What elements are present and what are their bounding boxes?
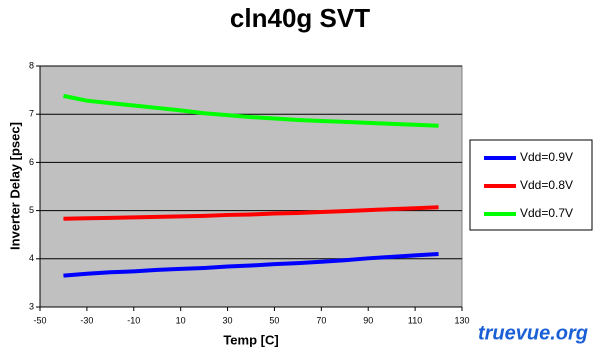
y-axis-label: Inverter Delay [psec] xyxy=(7,122,22,250)
chart-title: cln40g SVT xyxy=(230,3,370,33)
x-axis-label: Temp [C] xyxy=(223,332,278,347)
y-tick-label: 5 xyxy=(29,205,34,215)
y-tick-label: 6 xyxy=(29,157,34,167)
y-tick-label: 8 xyxy=(29,60,34,70)
x-tick-label: 70 xyxy=(316,315,326,325)
x-tick-label: -50 xyxy=(33,315,46,325)
line-series xyxy=(63,93,439,128)
legend-label: Vdd=0.7V xyxy=(520,206,573,220)
x-tick-label: 50 xyxy=(269,315,279,325)
y-tick-label: 7 xyxy=(29,109,34,119)
line-series xyxy=(63,205,439,221)
y-tick-label: 3 xyxy=(29,301,34,311)
x-tick-label: 130 xyxy=(454,315,469,325)
x-tick-label: 110 xyxy=(408,315,422,325)
x-tick-label: 10 xyxy=(176,315,186,325)
watermark: truevue.org xyxy=(478,322,588,344)
x-tick-label: 90 xyxy=(363,315,373,325)
x-tick-label: -10 xyxy=(127,315,140,325)
x-tick-label: -30 xyxy=(80,315,93,325)
line-series xyxy=(63,251,439,278)
x-tick-label: 30 xyxy=(223,315,233,325)
y-tick-label: 4 xyxy=(29,253,34,263)
legend-label: Vdd=0.8V xyxy=(520,178,573,192)
legend-label: Vdd=0.9V xyxy=(520,150,573,164)
